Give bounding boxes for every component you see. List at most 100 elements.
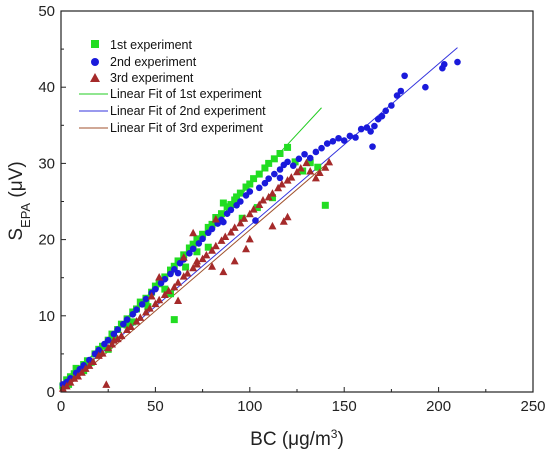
x-tick-label: 250 bbox=[520, 398, 545, 415]
point-3rd-experiment bbox=[296, 163, 305, 172]
point-3rd-experiment bbox=[306, 167, 315, 175]
point-3rd-experiment bbox=[283, 212, 292, 221]
point-1st-experiment bbox=[306, 159, 314, 167]
legend-label-fit-2nd: Linear Fit of 2nd experiment bbox=[110, 104, 266, 118]
point-2nd-experiment bbox=[295, 155, 303, 163]
point-1st-experiment bbox=[270, 155, 278, 163]
point-1st-experiment bbox=[321, 201, 329, 209]
point-2nd-experiment bbox=[152, 285, 159, 293]
point-2nd-experiment bbox=[276, 174, 284, 182]
point-3rd-experiment bbox=[287, 173, 296, 181]
point-1st-experiment bbox=[189, 240, 197, 248]
point-2nd-experiment bbox=[422, 83, 429, 91]
x-tick-label: 50 bbox=[147, 398, 164, 415]
point-2nd-experiment bbox=[388, 102, 395, 109]
point-2nd-experiment bbox=[237, 198, 244, 205]
point-2nd-experiment bbox=[271, 170, 278, 178]
point-2nd-experiment bbox=[261, 179, 269, 187]
point-2nd-experiment bbox=[454, 58, 461, 66]
point-2nd-experiment bbox=[306, 154, 314, 162]
point-3rd-experiment bbox=[211, 241, 220, 250]
point-3rd-experiment bbox=[179, 253, 188, 261]
y-tick-label: 40 bbox=[38, 79, 55, 96]
point-2nd-experiment bbox=[110, 330, 118, 338]
point-2nd-experiment bbox=[186, 250, 193, 257]
point-2nd-experiment bbox=[208, 225, 216, 233]
point-3rd-experiment bbox=[179, 272, 188, 280]
point-3rd-experiment bbox=[102, 380, 111, 388]
point-3rd-experiment bbox=[164, 286, 173, 295]
point-3rd-experiment bbox=[240, 214, 249, 222]
point-2nd-experiment bbox=[104, 336, 112, 344]
point-1st-experiment bbox=[182, 263, 190, 271]
point-2nd-experiment bbox=[440, 61, 448, 68]
point-2nd-experiment bbox=[301, 150, 308, 158]
point-3rd-experiment bbox=[274, 183, 283, 192]
point-3rd-experiment bbox=[81, 364, 90, 372]
x-tick-label: 150 bbox=[332, 398, 357, 415]
point-2nd-experiment bbox=[220, 218, 227, 226]
point-3rd-experiment bbox=[208, 246, 217, 254]
point-1st-experiment bbox=[268, 194, 276, 202]
point-3rd-experiment bbox=[160, 290, 169, 298]
point-2nd-experiment bbox=[114, 326, 121, 333]
point-2nd-experiment bbox=[227, 206, 235, 214]
legend: 1st experiment 2nd experiment 3rd experi… bbox=[79, 38, 266, 135]
legend-marker-3rd bbox=[90, 73, 100, 82]
point-2nd-experiment bbox=[120, 320, 127, 328]
point-3rd-experiment bbox=[202, 250, 211, 259]
point-1st-experiment bbox=[250, 175, 258, 183]
point-3rd-experiment bbox=[302, 158, 311, 167]
point-1st-experiment bbox=[284, 143, 292, 151]
point-3rd-experiment bbox=[147, 291, 156, 300]
point-2nd-experiment bbox=[284, 158, 291, 166]
point-1st-experiment bbox=[217, 210, 225, 218]
point-2nd-experiment bbox=[161, 275, 169, 283]
point-3rd-experiment bbox=[151, 299, 160, 308]
point-3rd-experiment bbox=[117, 331, 126, 340]
legend-label-fit-1st: Linear Fit of 1st experiment bbox=[110, 87, 262, 101]
point-3rd-experiment bbox=[109, 336, 118, 344]
point-2nd-experiment bbox=[369, 143, 376, 150]
point-3rd-experiment bbox=[221, 232, 230, 241]
legend-label-2nd: 2nd experiment bbox=[110, 55, 197, 69]
point-2nd-experiment bbox=[246, 188, 254, 195]
point-3rd-experiment bbox=[279, 217, 288, 225]
point-3rd-experiment bbox=[211, 215, 220, 223]
point-2nd-experiment bbox=[346, 132, 354, 140]
data-points bbox=[58, 58, 461, 392]
point-3rd-experiment bbox=[325, 157, 334, 166]
point-2nd-experiment bbox=[95, 346, 103, 354]
y-tick-label: 30 bbox=[38, 155, 55, 172]
point-2nd-experiment bbox=[397, 87, 405, 95]
point-1st-experiment bbox=[276, 149, 284, 157]
y-axis-title: SEPA (μV) bbox=[6, 161, 33, 240]
legend-marker-1st bbox=[91, 40, 99, 48]
point-3rd-experiment bbox=[155, 295, 164, 304]
point-2nd-experiment bbox=[357, 125, 365, 133]
point-3rd-experiment bbox=[230, 223, 239, 231]
y-tick-label: 20 bbox=[38, 232, 55, 249]
point-1st-experiment bbox=[219, 199, 227, 207]
legend-label-3rd: 3rd experiment bbox=[110, 71, 194, 85]
point-1st-experiment bbox=[246, 180, 254, 188]
point-2nd-experiment bbox=[123, 316, 131, 323]
point-2nd-experiment bbox=[367, 128, 374, 135]
legend-label-1st: 1st experiment bbox=[110, 38, 193, 52]
point-1st-experiment bbox=[204, 243, 212, 251]
point-3rd-experiment bbox=[66, 378, 75, 386]
point-3rd-experiment bbox=[226, 227, 235, 236]
x-tick-label: 100 bbox=[237, 398, 262, 415]
fit-line-3rd bbox=[60, 161, 330, 393]
point-2nd-experiment bbox=[167, 270, 174, 278]
point-3rd-experiment bbox=[189, 263, 198, 272]
point-3rd-experiment bbox=[132, 317, 141, 325]
point-2nd-experiment bbox=[393, 92, 401, 99]
point-1st-experiment bbox=[314, 163, 322, 171]
point-3rd-experiment bbox=[192, 256, 201, 265]
point-1st-experiment bbox=[231, 196, 239, 204]
point-1st-experiment bbox=[123, 321, 131, 329]
point-1st-experiment bbox=[227, 201, 235, 209]
point-3rd-experiment bbox=[315, 168, 324, 177]
